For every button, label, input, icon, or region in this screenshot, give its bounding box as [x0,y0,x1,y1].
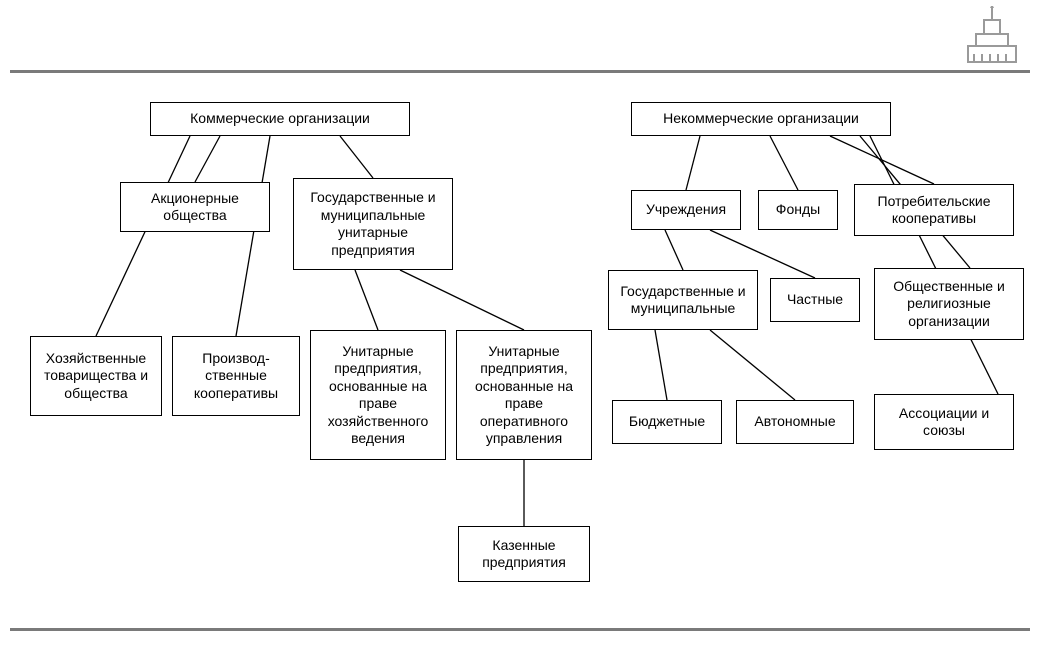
node-n16: Автономные [736,400,854,444]
node-label: Общественные и религиозные организации [881,278,1017,331]
node-label: Учреждения [646,201,726,219]
node-n18: Казенные предприятия [458,526,590,582]
node-n17: Ассоциации и союзы [874,394,1014,450]
node-label: Хозяйственные товарищества и общества [37,350,155,403]
node-label: Государственные и муниципальные унитарны… [300,189,446,259]
node-label: Частные [787,291,843,309]
node-n10: Унитарные предприятия, основанные на пра… [310,330,446,460]
node-label: Бюджетные [629,413,705,431]
edge-n4-n10 [355,270,378,330]
node-n5: Учреждения [631,190,741,230]
node-n4: Государственные и муниципальные унитарны… [293,178,453,270]
node-n1: Коммерческие организации [150,102,410,136]
edge-n4-n11 [400,270,524,330]
node-label: Унитарные предприятия, основанные на пра… [463,343,585,448]
edge-n5-n12 [665,230,683,270]
node-n2: Некоммерческие организации [631,102,891,136]
node-n15: Бюджетные [612,400,722,444]
edge-n1-n8 [96,136,190,336]
horizontal-rule [10,70,1030,73]
edge-n1-n4 [340,136,373,178]
edge-n12-n16 [710,330,795,400]
edge-n12-n15 [655,330,667,400]
node-label: Производ-ственные кооперативы [179,350,293,403]
node-label: Унитарные предприятия, основанные на пра… [317,343,439,448]
node-label: Государственные и муниципальные [615,283,751,318]
node-label: Некоммерческие организации [663,110,859,128]
node-n7: Потребительские кооперативы [854,184,1014,236]
node-label: Автономные [754,413,835,431]
node-n11: Унитарные предприятия, основанные на пра… [456,330,592,460]
node-label: Казенные предприятия [465,537,583,572]
edge-n2-n6 [770,136,798,190]
node-n9: Производ-ственные кооперативы [172,336,300,416]
node-label: Акционерные общества [127,190,263,225]
edge-n1-n9 [236,136,270,336]
edge-n2-n5 [686,136,700,190]
node-n8: Хозяйственные товарищества и общества [30,336,162,416]
edge-n2-n17 [870,136,998,394]
diagram-canvas: Коммерческие организации Некоммерческие о… [0,0,1040,645]
edge-n2-n7 [830,136,934,184]
edge-n1-n3 [195,136,220,182]
node-label: Фонды [776,201,820,219]
node-n14: Общественные и религиозные организации [874,268,1024,340]
msu-building-icon [962,6,1022,66]
node-label: Коммерческие организации [190,110,370,128]
node-label: Потребительские кооперативы [861,193,1007,228]
node-n12: Государственные и муниципальные [608,270,758,330]
horizontal-rule [10,628,1030,631]
node-n3: Акционерные общества [120,182,270,232]
node-label: Ассоциации и союзы [881,405,1007,440]
node-n13: Частные [770,278,860,322]
node-n6: Фонды [758,190,838,230]
